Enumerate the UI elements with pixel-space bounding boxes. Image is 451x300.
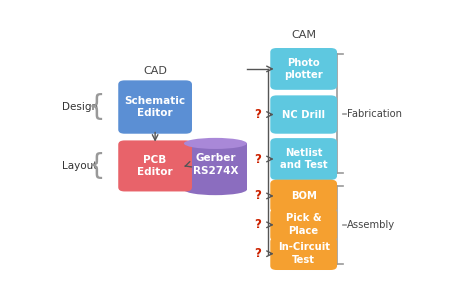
Text: {: {: [88, 93, 106, 121]
Text: Fabrication: Fabrication: [347, 109, 402, 119]
Text: Design: Design: [62, 102, 98, 112]
FancyBboxPatch shape: [270, 237, 337, 270]
Text: ?: ?: [254, 152, 261, 166]
Text: Layout: Layout: [62, 161, 97, 171]
Ellipse shape: [184, 138, 247, 149]
Text: ?: ?: [254, 218, 261, 231]
FancyBboxPatch shape: [270, 95, 337, 134]
FancyBboxPatch shape: [118, 80, 192, 134]
FancyBboxPatch shape: [270, 208, 337, 241]
Text: CAD: CAD: [143, 66, 167, 76]
Text: Gerber
RS274X: Gerber RS274X: [193, 153, 238, 175]
Text: CAM: CAM: [291, 30, 316, 40]
Text: ?: ?: [254, 108, 261, 121]
Text: Pick &
Place: Pick & Place: [286, 213, 322, 236]
Text: In-Circuit
Test: In-Circuit Test: [278, 242, 330, 265]
Text: Photo
plotter: Photo plotter: [284, 58, 323, 80]
Ellipse shape: [184, 184, 247, 195]
FancyBboxPatch shape: [270, 48, 337, 90]
FancyBboxPatch shape: [184, 143, 247, 190]
Text: Assembly: Assembly: [347, 220, 395, 230]
Text: {: {: [88, 152, 106, 180]
Text: NC Drill: NC Drill: [282, 110, 325, 119]
Text: ?: ?: [254, 247, 261, 260]
FancyBboxPatch shape: [270, 138, 337, 180]
Text: PCB
Editor: PCB Editor: [137, 154, 173, 177]
Text: Schematic
Editor: Schematic Editor: [124, 96, 186, 118]
Text: ?: ?: [254, 190, 261, 202]
Text: BOM: BOM: [291, 191, 317, 201]
Text: Netlist
and Test: Netlist and Test: [280, 148, 327, 170]
FancyBboxPatch shape: [118, 140, 192, 191]
FancyBboxPatch shape: [270, 180, 337, 212]
